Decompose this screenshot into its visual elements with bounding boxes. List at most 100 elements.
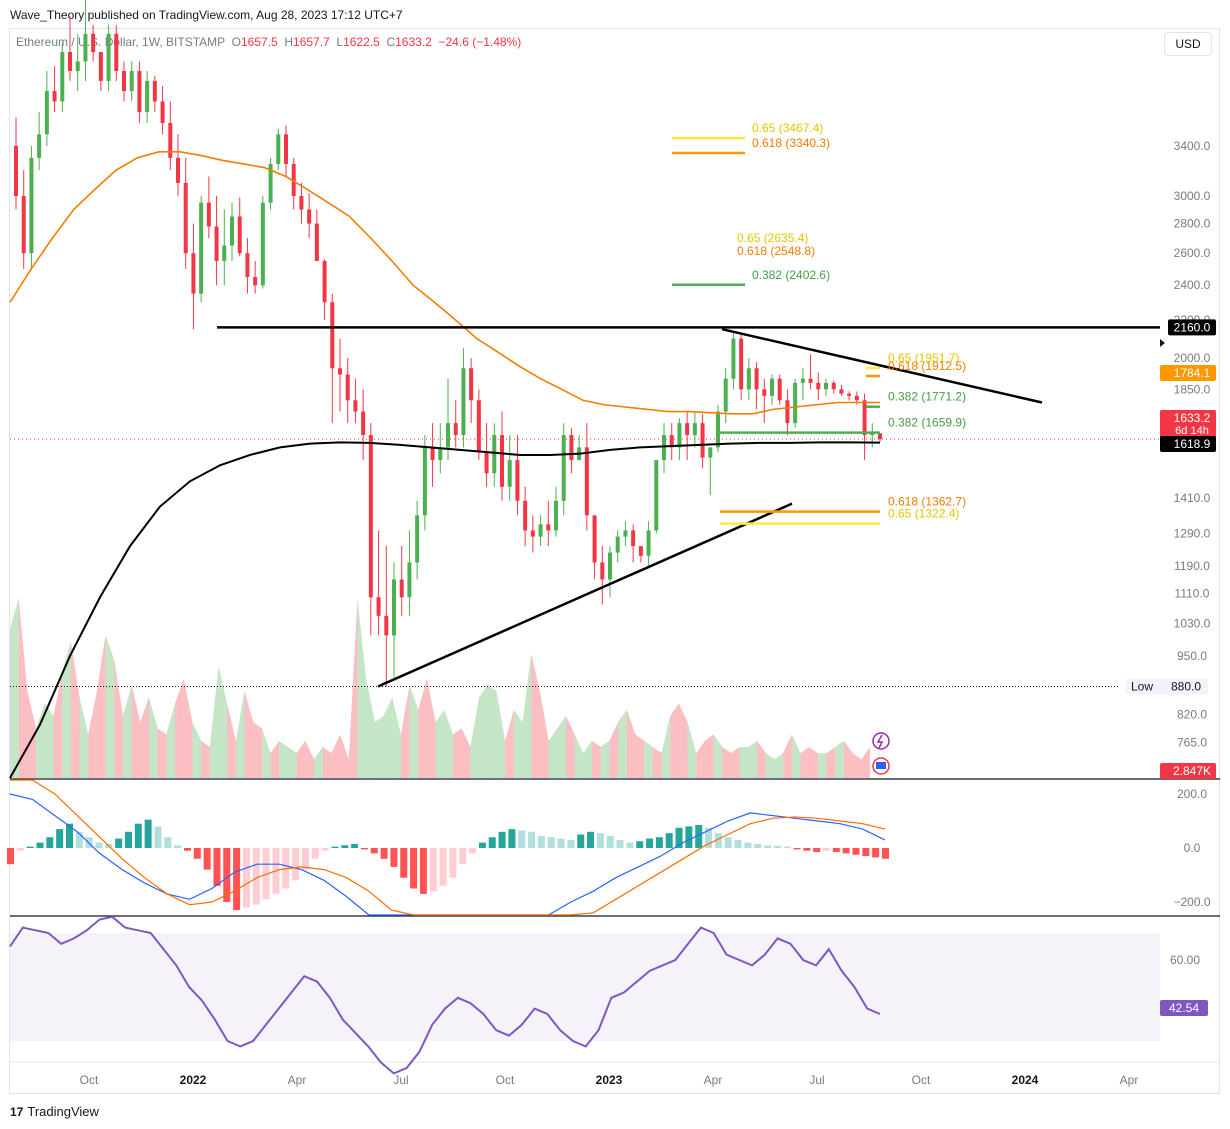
macd-line <box>9 793 886 916</box>
candle-body <box>137 71 142 113</box>
fib-level-label: 0.382 (2402.6) <box>752 268 830 282</box>
candle-body <box>762 389 767 396</box>
candle-body <box>793 382 798 424</box>
macd-histogram-bar <box>832 848 840 853</box>
volume-area <box>852 753 862 778</box>
volume-area <box>227 703 236 778</box>
candle-body <box>245 253 250 277</box>
candle-body <box>770 378 774 396</box>
volume-area <box>731 746 740 778</box>
macd-histogram-bar <box>469 848 477 854</box>
volume-tag-label: 2.847K <box>1173 764 1211 778</box>
candle-body <box>68 52 72 72</box>
time-tick-label: Apr <box>1120 1073 1139 1087</box>
rsi-line <box>9 915 881 1075</box>
volume-area <box>539 691 549 778</box>
macd-histogram-bar <box>370 848 378 854</box>
volume-area <box>748 740 758 778</box>
candle-body <box>554 500 558 531</box>
candle-body <box>500 435 504 487</box>
macd-histogram-bar <box>744 842 752 848</box>
level-tag-label: 2160.0 <box>1174 320 1211 334</box>
macd-histogram-bar <box>783 846 791 848</box>
candle-body <box>654 460 659 531</box>
price-tick-label: 1190.0 <box>1174 559 1210 573</box>
macd-histogram-bar <box>46 837 54 848</box>
macd-histogram-bar <box>813 848 821 853</box>
macd-histogram-bar <box>36 842 44 848</box>
price-tick-label: 2600.0 <box>1174 246 1211 260</box>
candle-body <box>44 91 49 135</box>
macd-histogram-bar <box>724 837 732 848</box>
volume-area <box>70 641 80 778</box>
volume-area <box>687 722 697 778</box>
candle-body <box>754 368 759 390</box>
candle-body <box>176 157 180 183</box>
candle-body <box>199 202 204 294</box>
candle-body <box>546 524 551 531</box>
time-tick-label: Oct <box>912 1073 931 1087</box>
volume-area <box>565 715 575 778</box>
macd-histogram-bar <box>439 848 447 886</box>
price-tick-label: 765.0 <box>1177 735 1207 749</box>
macd-histogram-bar <box>164 837 172 848</box>
macd-histogram-bar <box>685 826 693 848</box>
macd-histogram-bar <box>400 848 408 878</box>
volume-area <box>201 740 210 778</box>
macd-tick-label: 200.0 <box>1177 787 1207 801</box>
macd-histogram-bar <box>695 825 703 848</box>
candle-body <box>345 374 350 401</box>
candle-body <box>592 515 597 563</box>
macd-histogram-bar <box>508 829 516 848</box>
macd-histogram-bar <box>223 848 231 902</box>
candle-body <box>384 615 389 636</box>
volume-area <box>36 703 45 778</box>
candle-body <box>191 253 196 294</box>
candle-body <box>662 435 666 461</box>
candle-body <box>253 276 258 286</box>
ma-black-line <box>9 441 881 779</box>
macd-histogram-bar <box>193 848 201 859</box>
volume-area <box>470 697 480 778</box>
macd-histogram-bar <box>56 829 64 848</box>
macd-histogram-bar <box>636 841 644 848</box>
candle-body <box>461 368 466 436</box>
volume-area <box>366 678 375 778</box>
low-tag-value: 880.0 <box>1171 679 1201 693</box>
candle-body <box>392 579 396 636</box>
price-tick-label: 3400.0 <box>1174 139 1211 153</box>
price-tag-bg <box>1160 365 1216 381</box>
volume-area <box>479 684 488 778</box>
macd-histogram-bar <box>311 848 319 859</box>
macd-histogram-bar <box>665 833 673 848</box>
low-label: L <box>336 35 344 49</box>
flag-icon <box>872 757 890 775</box>
macd-histogram-bar <box>321 848 329 851</box>
macd-histogram-bar <box>626 842 634 848</box>
candle-body <box>361 411 366 436</box>
volume-area <box>522 653 532 778</box>
macd-histogram-bar <box>675 827 683 848</box>
macd-histogram-bar <box>419 848 427 894</box>
volume-area <box>661 715 671 778</box>
candle-body <box>152 80 157 102</box>
candle-body <box>716 411 720 448</box>
fib-level-label: 0.618 (1362.7) <box>888 495 966 509</box>
volume-area <box>548 728 558 778</box>
volume-area <box>53 672 63 778</box>
candle-body <box>746 368 751 390</box>
candle-body <box>214 226 219 261</box>
macd-histogram-bar <box>203 848 211 870</box>
macd-histogram-bar <box>134 823 142 848</box>
currency-button[interactable]: USD <box>1164 32 1212 56</box>
symbol-name[interactable]: Ethereum / U.S. Dollar, 1W, BITSTAMP <box>16 35 225 49</box>
candle-body <box>638 546 643 556</box>
macd-histogram-bar <box>124 831 132 848</box>
candle-body <box>708 447 713 458</box>
volume-area <box>322 746 332 778</box>
macd-histogram-bar <box>16 848 24 851</box>
open-label: O <box>231 35 241 49</box>
candle-body <box>700 423 705 458</box>
volume-area <box>574 734 584 778</box>
